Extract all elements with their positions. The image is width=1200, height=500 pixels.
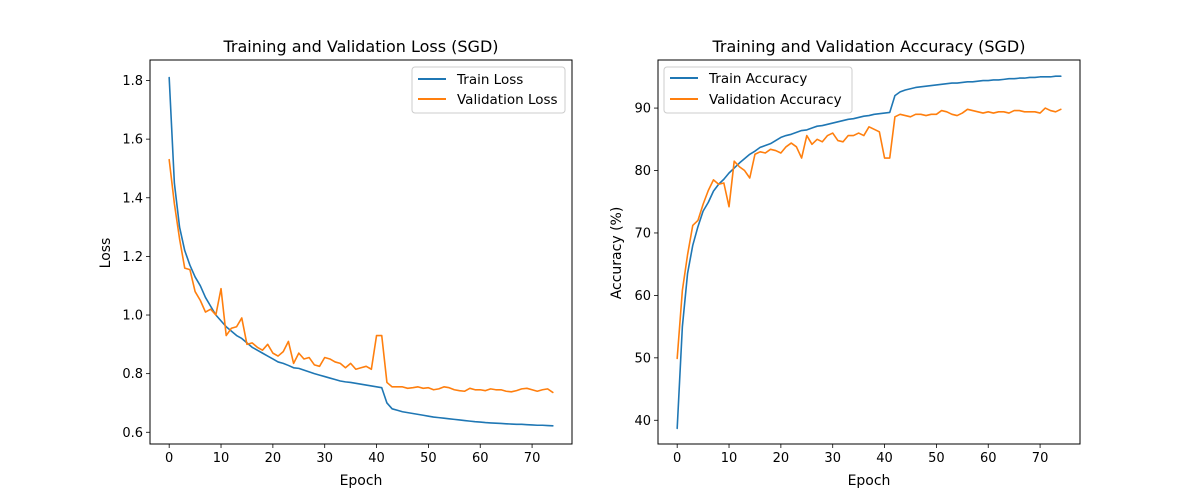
y-tick-label: 80 (634, 164, 651, 179)
chart-title: Training and Validation Accuracy (SGD) (712, 37, 1026, 56)
plot-frame (657, 59, 1081, 445)
y-axis-label: Accuracy (%) (609, 207, 625, 300)
series-line-validation-accuracy (676, 107, 1062, 360)
x-tick-label: 0 (673, 451, 681, 466)
legend-box (663, 66, 853, 114)
x-tick-label: 60 (472, 451, 489, 466)
legend-label-validation-loss: Validation Loss (457, 92, 558, 108)
y-tick-label: 60 (634, 289, 651, 304)
legend-label-validation-accuracy: Validation Accuracy (709, 92, 842, 108)
y-tick-label: 50 (634, 351, 651, 366)
y-tick-label: 0.8 (122, 367, 143, 382)
y-axis-ticks: 40 50 60 70 80 90 (634, 102, 658, 429)
accuracy-chart: Training and Validation Accuracy (SGD) 0… (609, 37, 1081, 489)
legend: Train Accuracy Validation Accuracy (663, 66, 853, 114)
x-tick-label: 70 (1032, 451, 1049, 466)
y-axis-label: Loss (98, 238, 114, 269)
x-tick-label: 20 (773, 451, 790, 466)
y-tick-label: 70 (634, 226, 651, 241)
x-tick-label: 40 (368, 451, 385, 466)
legend: Train Loss Validation Loss (411, 66, 566, 114)
x-tick-label: 50 (928, 451, 945, 466)
x-tick-label: 60 (980, 451, 997, 466)
x-axis-ticks: 0 10 20 30 40 50 60 70 (673, 444, 1048, 466)
y-tick-label: 0.6 (122, 426, 143, 441)
legend-box (411, 66, 566, 114)
x-axis-ticks: 0 10 20 30 40 50 60 70 (165, 444, 540, 466)
x-tick-label: 30 (824, 451, 841, 466)
series-layer (168, 76, 554, 427)
x-axis-label: Epoch (340, 473, 383, 489)
y-tick-label: 90 (634, 102, 651, 117)
y-tick-label: 1.8 (122, 74, 143, 89)
series-line-train-accuracy (676, 75, 1062, 430)
x-tick-label: 20 (265, 451, 282, 466)
y-tick-label: 40 (634, 414, 651, 429)
y-tick-label: 1.0 (122, 309, 143, 324)
legend-label-train-accuracy: Train Accuracy (708, 71, 807, 87)
x-tick-label: 40 (876, 451, 893, 466)
y-axis-ticks: 0.6 0.8 1.0 1.2 1.4 1.6 1.8 (122, 74, 150, 441)
series-line-train-loss (168, 76, 554, 427)
y-tick-label: 1.6 (122, 133, 143, 148)
legend-label-train-loss: Train Loss (456, 72, 523, 88)
series-line-validation-loss (168, 158, 554, 394)
chart-title: Training and Validation Loss (SGD) (222, 37, 498, 56)
loss-chart: Training and Validation Loss (SGD) 0 10 20… (98, 37, 573, 489)
series-layer (676, 75, 1062, 430)
x-axis-label: Epoch (848, 473, 891, 489)
y-tick-label: 1.2 (122, 250, 143, 265)
x-tick-label: 0 (165, 451, 173, 466)
y-tick-label: 1.4 (122, 191, 143, 206)
x-tick-label: 50 (420, 451, 437, 466)
plot-frame (149, 59, 573, 445)
x-tick-label: 10 (213, 451, 230, 466)
x-tick-label: 10 (721, 451, 738, 466)
x-tick-label: 70 (524, 451, 541, 466)
x-tick-label: 30 (316, 451, 333, 466)
